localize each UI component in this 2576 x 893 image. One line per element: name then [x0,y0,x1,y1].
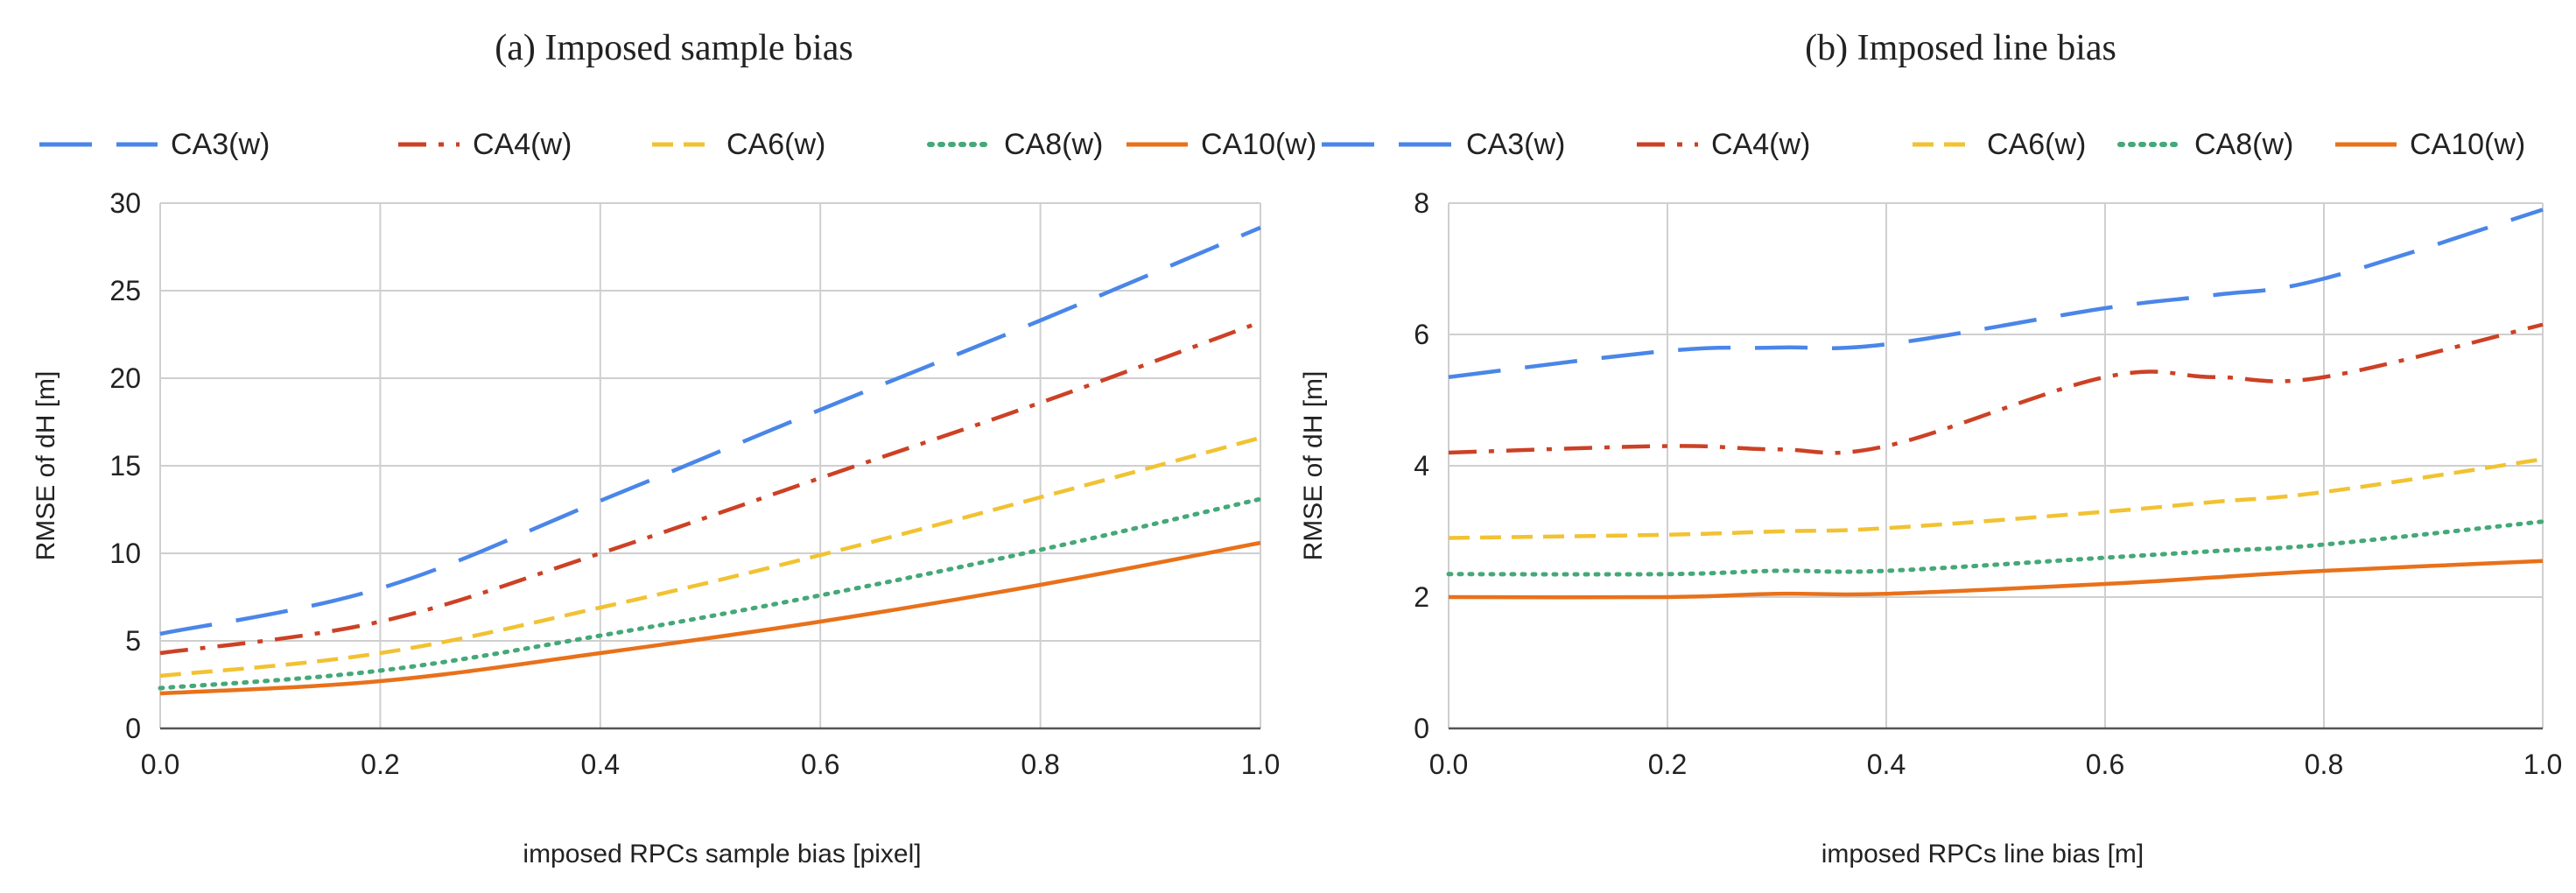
chart-b-x-axis-label: imposed RPCs line bias [m] [1821,840,2144,868]
x-tick-label: 0.2 [1648,749,1687,780]
series-line-ca10w [1448,559,2544,600]
legend-label: CA4(w) [1711,128,1810,161]
y-tick-label: 5 [125,625,141,657]
x-tick-label: 0.0 [1429,749,1468,780]
y-tick-label: 2 [1414,581,1429,613]
chart-b-grid [1448,202,2544,730]
chart-b-legend: CA3(w) CA4(w) CA6(w) CA8(w) CA10(w) [1322,128,2525,161]
chart-b-lines [1446,207,2545,600]
y-tick-label: 10 [109,538,141,569]
series-line-ca6w [159,435,1261,679]
series-line-ca3w [1448,207,2544,379]
legend-label: CA3(w) [171,128,270,161]
legend-label: CA6(w) [726,128,825,161]
x-tick-label: 0.4 [1867,749,1906,780]
x-tick-label: 0.8 [2305,749,2343,780]
legend-label: CA8(w) [1004,128,1103,161]
legend-label: CA4(w) [473,128,572,161]
y-tick-label: 0 [125,713,141,744]
y-tick-label: 30 [109,187,141,219]
chart-a-x-axis-label: imposed RPCs sample bias [pixel] [523,840,921,868]
chart-a-x-ticks: 0.0 0.2 0.4 0.6 0.8 1.0 [141,749,1280,780]
legend-label: CA10(w) [2410,128,2525,161]
chart-b-x-ticks: 0.0 0.2 0.4 0.6 0.8 1.0 [1429,749,2562,780]
series-line-ca3w [159,225,1261,636]
series-line-ca6w [1448,457,2544,540]
chart-b-title: (b) Imposed line bias [1805,28,2116,68]
chart-a-sample-bias: (a) Imposed sample bias CA3(w) CA4(w) CA6(… [32,28,1316,868]
series-line-ca8w [1446,519,2545,577]
x-tick-label: 0.8 [1021,749,1059,780]
chart-a-legend: CA3(w) CA4(w) CA6(w) CA8(w) CA10(w) [39,128,1316,161]
chart-a-y-ticks: 0 5 10 15 20 25 30 [109,187,141,744]
series-line-ca10w [159,540,1261,696]
y-tick-label: 20 [109,362,141,394]
chart-a-grid [159,202,1261,730]
y-tick-label: 15 [109,450,141,482]
chart-b-y-axis-label: RMSE of dH [m] [1299,371,1328,561]
legend-label: CA3(w) [1466,128,1565,161]
series-line-ca8w [158,496,1263,691]
x-tick-label: 0.6 [801,749,839,780]
x-tick-label: 0.2 [361,749,399,780]
y-tick-label: 4 [1414,450,1429,482]
x-tick-label: 1.0 [1241,749,1280,780]
x-tick-label: 0.0 [141,749,179,780]
series-line-ca4w [1448,322,2544,455]
y-tick-label: 0 [1414,713,1429,744]
x-tick-label: 1.0 [2523,749,2562,780]
chart-a-y-axis-label: RMSE of dH [m] [32,371,60,561]
y-tick-label: 25 [109,275,141,306]
legend-label: CA10(w) [1201,128,1316,161]
chart-a-lines [158,225,1263,696]
x-tick-label: 0.6 [2086,749,2124,780]
y-tick-label: 6 [1414,319,1429,350]
y-tick-label: 8 [1414,187,1429,219]
chart-b-line-bias: (b) Imposed line bias CA3(w) CA4(w) CA6(w)… [1299,28,2562,868]
legend-label: CA6(w) [1987,128,2086,161]
x-tick-label: 0.4 [581,749,620,780]
legend-label: CA8(w) [2194,128,2293,161]
chart-b-y-ticks: 0 2 4 6 8 [1414,187,1429,744]
chart-a-title: (a) Imposed sample bias [495,28,853,68]
